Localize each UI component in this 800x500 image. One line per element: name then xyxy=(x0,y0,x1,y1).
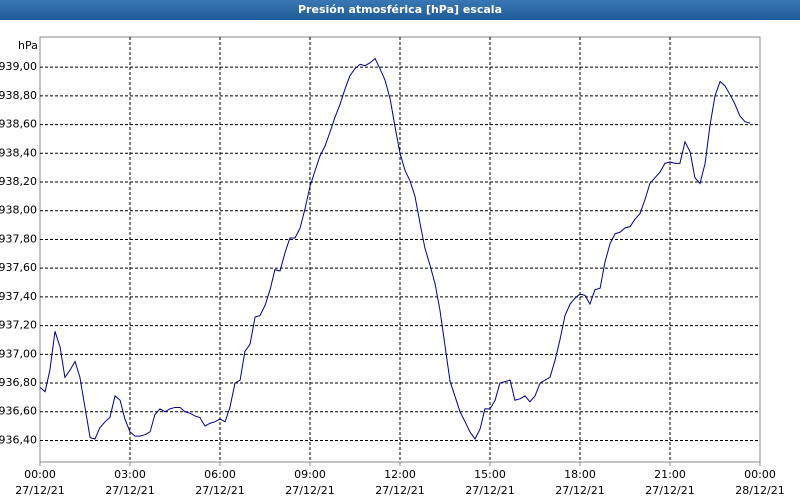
y-tick-label: 937,60 xyxy=(0,261,37,274)
x-tick-label: 12:00 xyxy=(384,468,416,481)
y-tick-label: 938,80 xyxy=(0,89,37,102)
x-tick-label: 03:00 xyxy=(114,468,146,481)
chart: hPa 936,40 936,60 936,80 937,00 937,20 937,40… xyxy=(0,36,785,497)
x-tick-date: 27/12/21 xyxy=(195,484,244,497)
y-tick-label: 936,40 xyxy=(0,433,37,446)
x-tick-label: 00:00 xyxy=(744,468,776,481)
y-tick-label: 938,00 xyxy=(0,204,37,217)
x-tick-date: 27/12/21 xyxy=(465,484,514,497)
x-tick-date: 27/12/21 xyxy=(105,484,154,497)
y-axis-label: hPa xyxy=(18,39,38,52)
y-tick-label: 936,60 xyxy=(0,405,37,418)
data-line xyxy=(39,57,751,440)
x-tick-date: 27/12/21 xyxy=(375,484,424,497)
x-tick-label: 18:00 xyxy=(564,468,596,481)
x-tick-label: 06:00 xyxy=(204,468,236,481)
x-tick-label: 21:00 xyxy=(654,468,686,481)
x-tick-label: 15:00 xyxy=(474,468,506,481)
x-tick-label: 09:00 xyxy=(294,468,326,481)
y-tick-label: 938,20 xyxy=(0,175,37,188)
y-tick-label: 937,40 xyxy=(0,290,37,303)
title-bar: Presión atmosférica [hPa] escala xyxy=(0,0,800,20)
y-tick-label: 937,80 xyxy=(0,232,37,245)
x-tick-date: 27/12/21 xyxy=(15,484,64,497)
x-tick-date: 27/12/21 xyxy=(555,484,604,497)
y-tick-label: 938,60 xyxy=(0,118,37,131)
x-tick-date: 27/12/21 xyxy=(645,484,694,497)
y-tick-label: 937,00 xyxy=(0,347,37,360)
x-tick-label: 00:00 xyxy=(24,468,56,481)
y-tick-label: 938,40 xyxy=(0,146,37,159)
y-tick-label: 936,80 xyxy=(0,376,37,389)
x-tick-date: 27/12/21 xyxy=(285,484,334,497)
y-tick-label: 937,20 xyxy=(0,319,37,332)
x-tick-date: 28/12/21 xyxy=(735,484,784,497)
y-tick-label: 939,00 xyxy=(0,60,37,73)
